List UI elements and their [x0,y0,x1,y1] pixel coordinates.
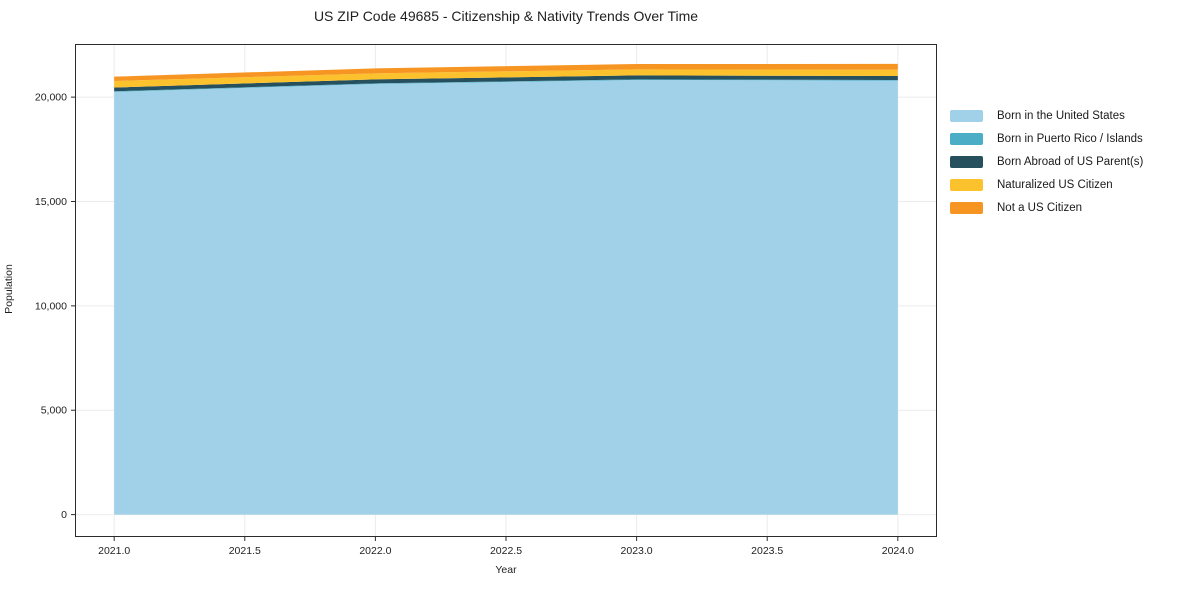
legend-item: Born in Puerto Rico / Islands [950,127,1143,150]
chart-title: US ZIP Code 49685 - Citizenship & Nativi… [313,8,699,24]
legend-item: Not a US Citizen [950,196,1143,219]
legend-swatch [950,155,983,168]
legend-swatch [950,201,983,214]
x-tick-label: 2022.5 [490,545,522,557]
x-tick-label: 2021.5 [229,545,261,557]
legend-label: Naturalized US Citizen [997,178,1113,191]
x-tick-label: 2022.0 [359,545,391,557]
legend-label: Born Abroad of US Parent(s) [997,155,1144,168]
area-series-4 [114,69,898,88]
legend-swatch [950,132,983,145]
y-tick-label: 15,000 [35,196,67,208]
legend-swatch [950,178,983,191]
legend-label: Not a US Citizen [997,201,1083,214]
y-axis-label: Population [3,264,15,314]
area-series-5 [114,63,898,82]
legend-label: Born in Puerto Rico / Islands [997,132,1143,145]
y-tick-label: 10,000 [35,300,67,312]
legend-swatch [950,109,983,122]
x-tick-label: 2023.0 [621,545,653,557]
plot-border [75,44,937,537]
x-tick-label: 2023.5 [751,545,783,557]
area-series-2 [114,79,898,92]
y-tick-label: 5,000 [41,405,67,417]
legend-item: Naturalized US Citizen [950,173,1143,196]
legend: Born in the United States Born in Puerto … [950,104,1143,219]
legend-item: Born Abroad of US Parent(s) [950,150,1143,173]
y-tick-label: 0 [61,509,67,521]
area-chart-plot: 2021.0 2021.5 2022.0 2022.5 2023.0 2023.5 2024… [35,44,937,557]
legend-item: Born in the United States [950,104,1143,127]
legend-label: Born in the United States [997,109,1125,122]
y-tick-label: 20,000 [35,92,67,104]
x-axis-label: Year [495,564,517,576]
area-series-3 [114,75,898,92]
x-tick-label: 2021.0 [98,545,130,557]
area-series-1 [114,80,898,515]
x-tick-label: 2024.0 [882,545,914,557]
